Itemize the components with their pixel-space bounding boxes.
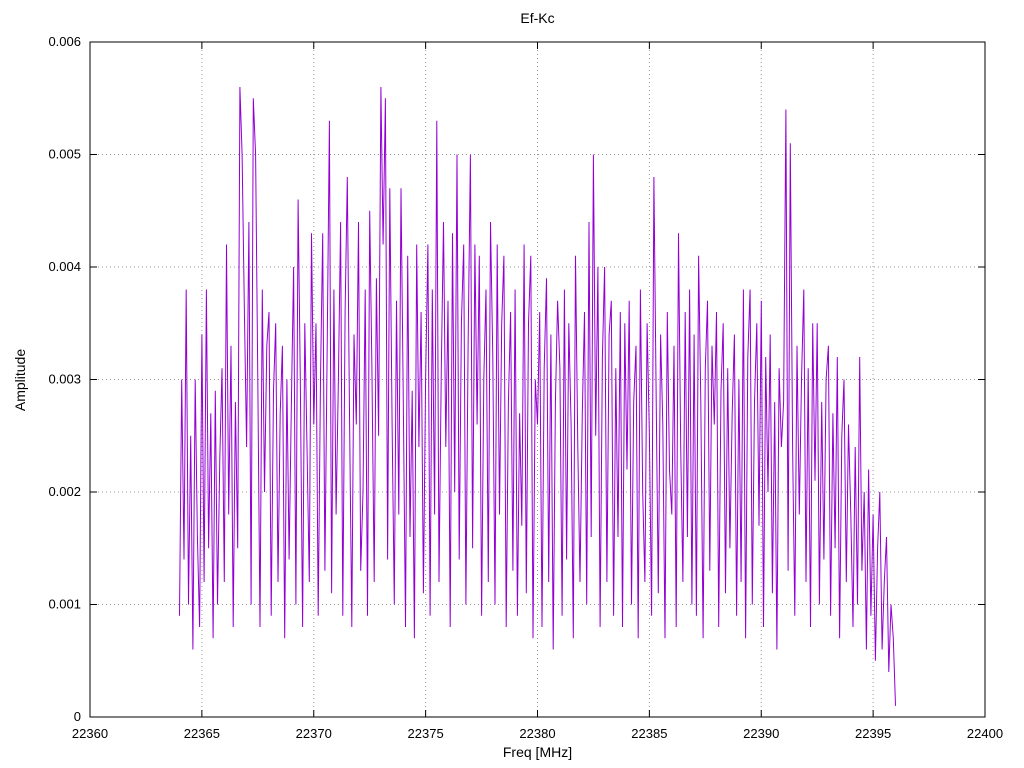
x-tick-label: 22365	[184, 726, 220, 741]
chart-title: Ef-Kc	[520, 10, 555, 26]
x-tick-label: 22380	[519, 726, 555, 741]
y-tick-label: 0.006	[48, 34, 81, 49]
y-tick-label: 0.005	[48, 147, 81, 162]
y-tick-label: 0.004	[48, 259, 81, 274]
y-tick-label: 0.003	[48, 372, 81, 387]
x-tick-label: 22370	[296, 726, 332, 741]
x-tick-label: 22400	[967, 726, 1003, 741]
y-tick-label: 0.002	[48, 484, 81, 499]
y-tick-label: 0	[74, 709, 81, 724]
y-tick-label: 0.001	[48, 597, 81, 612]
x-tick-label: 22390	[743, 726, 779, 741]
x-tick-label: 22395	[855, 726, 891, 741]
x-tick-label: 22375	[408, 726, 444, 741]
plot-border	[89, 41, 986, 718]
series-line	[179, 86, 896, 706]
x-axis-label: Freq [MHz]	[502, 744, 573, 760]
x-tick-label: 22360	[72, 726, 108, 741]
x-tick-label: 22385	[631, 726, 667, 741]
